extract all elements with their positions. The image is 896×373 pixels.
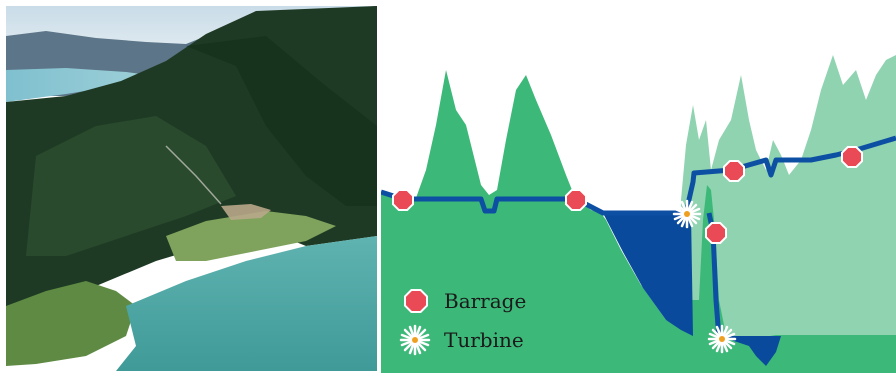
ridge-shadow [186,36,377,206]
background-hills [679,55,896,373]
barrage-marker-2 [565,189,587,211]
village [221,204,271,220]
forest-highlight [26,116,236,256]
penstock-line [165,145,222,205]
pipeline [381,135,896,216]
barrage-marker-3 [705,222,727,244]
aerial-photo-illustration [6,6,377,371]
terrain-main [381,70,896,373]
barrage-marker-4 [723,160,745,182]
red-octagon-icon [404,289,428,313]
legend-turbine-label: Turbine [444,328,524,352]
aerial-photo [6,6,377,371]
turbine-marker-2 [707,324,737,354]
far-lake [6,68,156,102]
lower-reservoir-water [719,336,781,366]
legend-barrage-label: Barrage [444,289,526,313]
turbine-marker-1 [672,199,702,229]
barrage-marker-5 [841,146,863,168]
barrage-marker-1 [392,189,414,211]
upper-reservoir-water [603,213,693,336]
pumped-storage-diagram: Barrage Turbine [381,0,896,373]
diagram-svg: Barrage Turbine [381,55,896,373]
lake [116,236,377,371]
lakeshore-fields [6,281,136,366]
meadow [166,211,336,261]
legend: Barrage Turbine [399,289,526,356]
white-star-burst-icon [399,324,431,356]
